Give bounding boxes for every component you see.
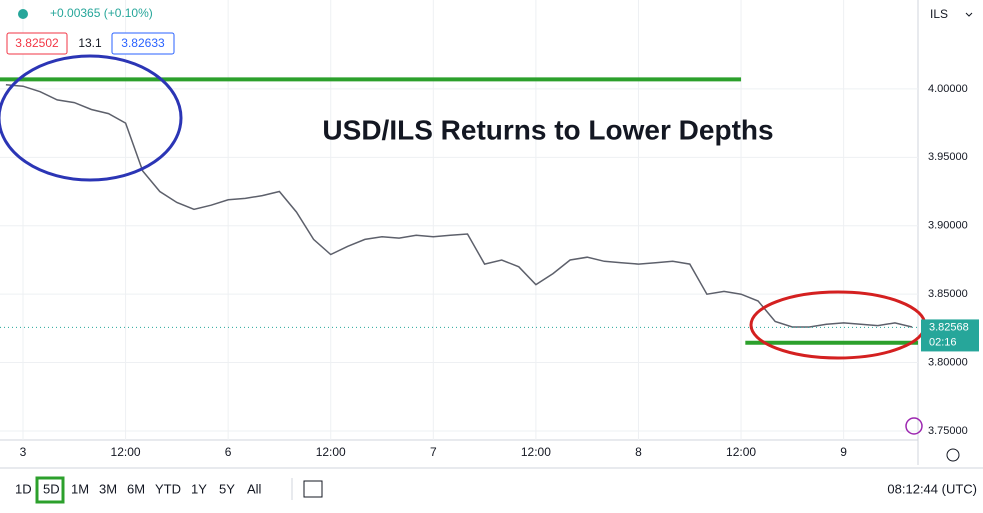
settings-icon[interactable] bbox=[946, 448, 960, 462]
currency-select[interactable]: ILS bbox=[930, 7, 948, 21]
spread: 13.1 bbox=[78, 36, 102, 50]
change-text: +0.00365 (+0.10%) bbox=[50, 6, 153, 20]
x-tick-label: 12:00 bbox=[111, 445, 141, 459]
y-tick-label: 3.80000 bbox=[928, 356, 968, 368]
bid-price: 3.82502 bbox=[15, 36, 59, 50]
countdown: 02:16 bbox=[929, 336, 957, 348]
x-tick-label: 12:00 bbox=[521, 445, 551, 459]
chart-title: USD/ILS Returns to Lower Depths bbox=[322, 114, 773, 145]
range-button[interactable]: YTD bbox=[155, 481, 181, 496]
clock: 08:12:44 (UTC) bbox=[887, 481, 977, 496]
range-button[interactable]: 1D bbox=[15, 481, 32, 496]
highlight-ellipse bbox=[0, 54, 183, 182]
y-tick-label: 3.95000 bbox=[928, 151, 968, 163]
ask-box[interactable] bbox=[111, 32, 175, 55]
bid-box[interactable] bbox=[6, 32, 68, 55]
y-tick-label: 4.00000 bbox=[928, 83, 968, 95]
y-tick-label: 3.90000 bbox=[928, 220, 968, 232]
x-tick-label: 6 bbox=[225, 445, 232, 459]
alert-icon[interactable] bbox=[905, 417, 923, 435]
x-tick-label: 8 bbox=[635, 445, 642, 459]
ask-price: 3.82633 bbox=[121, 36, 165, 50]
range-button[interactable]: 1Y bbox=[191, 481, 207, 496]
date-range-icon[interactable] bbox=[303, 480, 323, 498]
range-button[interactable]: 6M bbox=[127, 481, 145, 496]
last-price-box bbox=[921, 319, 979, 352]
range-button[interactable]: 1M bbox=[71, 481, 89, 496]
x-tick-label: 7 bbox=[430, 445, 437, 459]
price-line bbox=[5, 84, 913, 328]
range-button[interactable]: 5Y bbox=[219, 481, 235, 496]
range-button[interactable]: All bbox=[247, 481, 262, 496]
x-tick-label: 12:00 bbox=[316, 445, 346, 459]
dropdown-arrow bbox=[965, 12, 973, 17]
range-button[interactable]: 3M bbox=[99, 481, 117, 496]
x-tick-label: 12:00 bbox=[726, 445, 756, 459]
y-tick-label: 3.85000 bbox=[928, 288, 968, 300]
y-tick-label: 3.75000 bbox=[928, 425, 968, 437]
x-tick-label: 3 bbox=[20, 445, 27, 459]
range-active bbox=[35, 476, 65, 504]
last-price-label: 3.82568 bbox=[929, 321, 969, 333]
range-button[interactable]: 5D bbox=[43, 481, 60, 496]
status-dot bbox=[18, 9, 28, 19]
x-tick-label: 9 bbox=[840, 445, 847, 459]
